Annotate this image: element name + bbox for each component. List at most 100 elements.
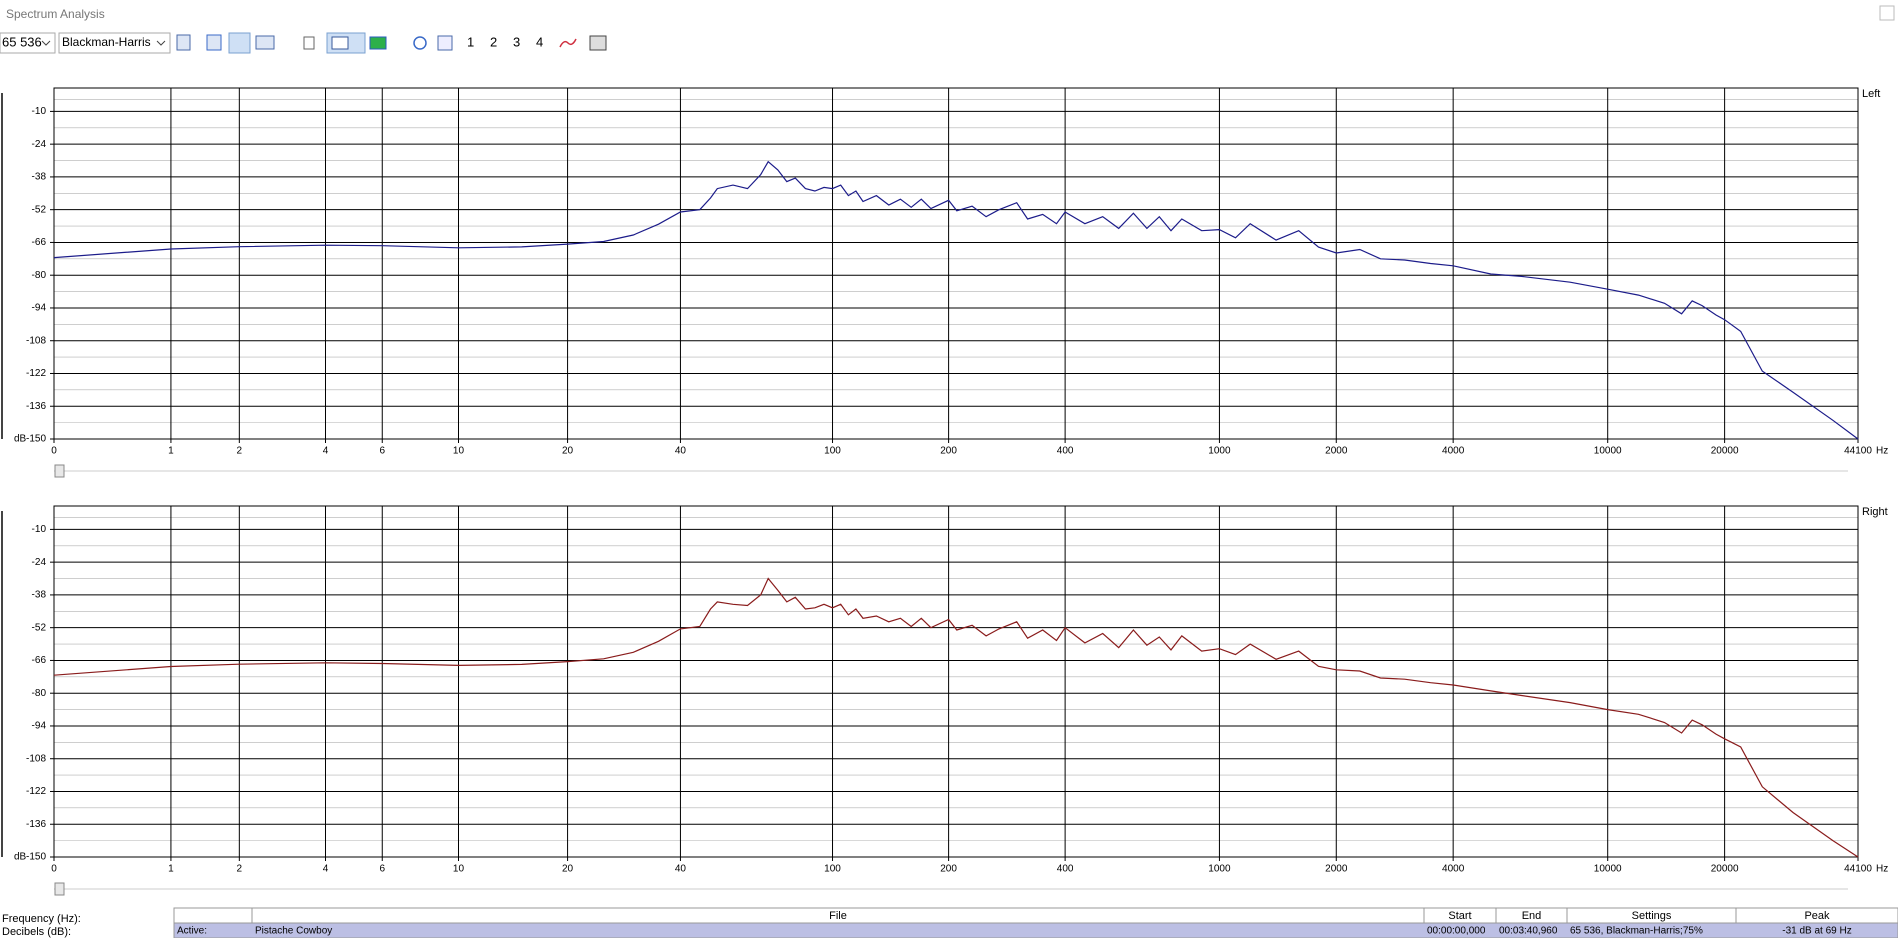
x-tick-label: 0 [51,864,57,875]
table-cell: 65 536, Blackman-Harris;75% [1570,926,1703,937]
x-tick-label: 20000 [1711,446,1739,457]
x-tick-label: 4 [323,446,329,457]
slider-thumb[interactable] [54,464,65,478]
window-function: Blackman-Harris [62,35,151,49]
fft-size: 65 536 [2,34,42,49]
x-tick-label: 10000 [1594,446,1622,457]
y-tick-label: -66 [32,237,47,248]
y-tick-label: -24 [32,139,47,150]
print-button[interactable] [589,35,607,51]
toolbar-button[interactable] [206,34,222,51]
y-tick-label: -150 [26,852,46,863]
x-tick-label: 4 [323,864,329,875]
toolbar-button[interactable] [559,38,577,48]
x-tick-label: 20000 [1711,864,1739,875]
y-tick-label: -108 [26,335,46,346]
toolbar-button[interactable] [413,36,427,50]
y-tick-label: -52 [32,622,47,633]
dropdown-arrow [156,40,166,46]
x-tick-label: 2000 [1325,446,1348,457]
slider-thumb[interactable] [54,882,65,896]
x-tick-label: 0 [51,446,57,457]
x-tick-label: 100 [824,864,841,875]
y-tick-label: -66 [32,655,47,666]
x-tick-label: 200 [940,864,957,875]
x-tick-label: 40 [675,446,687,457]
x-tick-label: 100 [824,446,841,457]
table-cell: 00:03:40,960 [1499,926,1558,937]
toolbar-button[interactable] [176,34,191,51]
toolbar-button[interactable] [228,32,251,54]
column-header: End [1522,910,1542,922]
x-axis-unit: Hz [1876,446,1888,457]
x-tick-label: 6 [379,864,385,875]
channel-button[interactable]: 1 [467,34,474,49]
y-tick-label: -108 [26,753,46,764]
channel-label: Right [1862,506,1888,518]
charts: -10-24-38-52-66-80-94-108-122-136-150dB0… [1,87,1888,896]
y-tick-label: -150 [26,434,46,445]
x-tick-label: 44100 [1844,864,1872,875]
y-tick-label: -80 [32,270,47,281]
toolbar-button[interactable] [437,35,453,51]
table-row [173,922,1898,938]
x-tick-label: 2 [237,864,243,875]
x-tick-label: 400 [1057,446,1074,457]
toolbar-button[interactable] [369,36,387,50]
y-tick-label: -136 [26,401,46,412]
y-tick-label: -94 [32,303,47,314]
status-label: Frequency (Hz): [2,913,81,925]
plot-area [53,87,1859,440]
toolbar: 65 536 Blackman-Harris 1 2 3 4 [0,32,607,54]
y-tick-label: -38 [32,172,47,183]
x-tick-label: 10 [453,446,465,457]
table-cell: Pistache Cowboy [255,926,332,937]
x-tick-label: 200 [940,446,957,457]
y-axis-unit: dB [14,434,27,445]
spectrum-line [53,160,1859,440]
y-tick-label: -10 [32,106,47,117]
table-cell: Active: [177,926,207,937]
window-function-select[interactable] [58,32,171,54]
y-axis-unit: dB [14,852,27,863]
x-tick-label: 20 [562,446,574,457]
x-tick-label: 1000 [1208,864,1231,875]
column-header: Start [1448,910,1471,922]
plot-area [53,505,1859,858]
channel-label: Left [1862,88,1880,100]
x-tick-label: 6 [379,446,385,457]
dropdown-arrow [41,40,51,46]
toolbar-button[interactable] [303,36,315,50]
toolbar-icon [331,36,349,50]
x-tick-label: 1 [168,864,174,875]
fft-size-select[interactable] [0,32,56,54]
x-tick-label: 40 [675,864,687,875]
y-tick-label: -122 [26,786,46,797]
status-bar: Frequency (Hz): Decibels (dB): File Start… [2,907,1898,938]
y-tick-label: -52 [32,204,47,215]
y-tick-label: -24 [32,557,47,568]
toolbar-button[interactable] [255,35,275,50]
window-title: Spectrum Analysis [6,7,105,21]
channel-button[interactable]: 3 [513,34,520,49]
channel-button[interactable]: 4 [536,34,543,49]
x-tick-label: 1 [168,446,174,457]
x-tick-label: 20 [562,864,574,875]
x-tick-label: 400 [1057,864,1074,875]
column-header: Settings [1632,910,1672,922]
x-axis-unit: Hz [1876,864,1888,875]
close-button[interactable] [1879,5,1895,21]
x-tick-label: 4000 [1442,864,1465,875]
x-tick-label: 44100 [1844,446,1872,457]
x-tick-label: 4000 [1442,446,1465,457]
status-label: Decibels (dB): [2,926,71,938]
channel-button[interactable]: 2 [490,34,497,49]
x-tick-label: 10 [453,864,465,875]
table-cell: 00:00:00,000 [1427,926,1486,937]
y-tick-label: -136 [26,819,46,830]
spectrum-line [53,577,1859,858]
x-tick-label: 2000 [1325,864,1348,875]
y-tick-label: -80 [32,688,47,699]
y-tick-label: -10 [32,524,47,535]
